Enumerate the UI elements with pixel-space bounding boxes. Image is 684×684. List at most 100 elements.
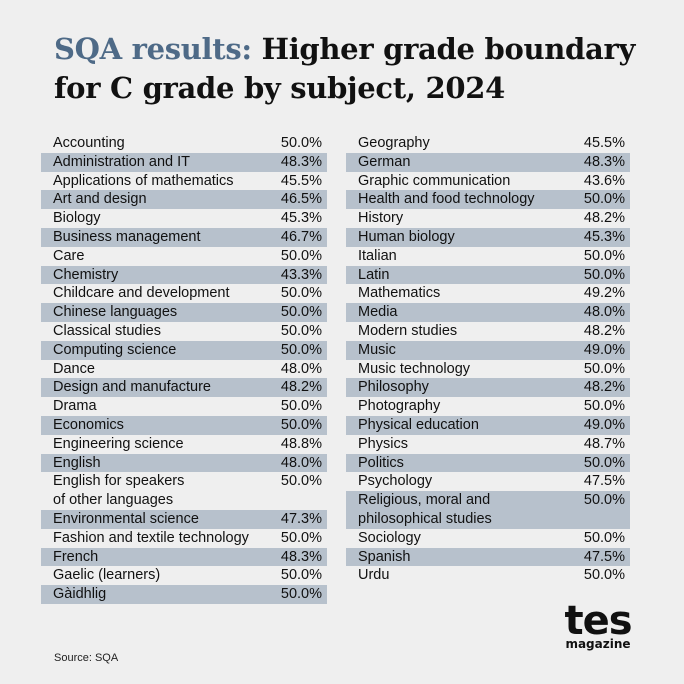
grade-boundary-value: 50.0% xyxy=(280,416,322,433)
subject-name: Physics xyxy=(358,435,408,452)
subject-name: Sociology xyxy=(358,529,421,546)
grade-boundary-value: 50.0% xyxy=(280,567,322,584)
subject-name: Human biology xyxy=(358,228,455,245)
subject-name: Media xyxy=(358,304,398,321)
grade-boundary-value: 47.5% xyxy=(583,548,625,565)
table-row: Classical studies 50.0% xyxy=(41,322,327,341)
table-row: Drama 50.0% xyxy=(41,397,327,416)
grade-boundary-value: 48.7% xyxy=(583,435,625,452)
table-row: Italian 50.0% xyxy=(346,247,630,266)
grade-boundary-value: 49.2% xyxy=(583,285,625,302)
grade-boundary-value: 50.0% xyxy=(280,473,322,490)
grade-boundary-value: 50.0% xyxy=(280,285,322,302)
subject-name: Care xyxy=(53,247,85,264)
subject-name: Religious, moral and philosophical studi… xyxy=(358,492,492,527)
grade-boundary-value: 45.3% xyxy=(280,210,322,227)
subject-name: Engineering science xyxy=(53,435,184,452)
subject-name: Accounting xyxy=(53,135,125,151)
table-row: Latin 50.0% xyxy=(346,265,630,285)
grade-boundary-value: 50.0% xyxy=(280,322,322,339)
subject-name: Design and manufacture xyxy=(53,379,211,396)
subject-name: Art and design xyxy=(53,191,147,208)
subject-name: Health and food technology xyxy=(358,191,535,208)
subject-name: Applications of mathematics xyxy=(53,172,234,189)
table-row: Accounting 50.0% xyxy=(41,134,327,153)
grade-boundary-value: 50.0% xyxy=(583,454,625,471)
table-row: Art and design 46.5% xyxy=(41,190,327,210)
subject-name: Urdu xyxy=(358,567,390,584)
subject-name: Philosophy xyxy=(358,379,429,396)
table-row: Care 50.0% xyxy=(41,247,327,266)
table-row: Politics 50.0% xyxy=(346,453,630,473)
table-row: Media 48.0% xyxy=(346,303,630,322)
grade-boundary-value: 50.0% xyxy=(583,191,625,208)
subject-name: Gàidhlig xyxy=(53,586,107,603)
grade-boundary-value: 48.0% xyxy=(583,304,625,321)
table-row: Philosophy 48.2% xyxy=(346,378,630,398)
grade-boundary-value: 46.5% xyxy=(280,191,322,208)
table-row: English for speakers of other languages 5… xyxy=(41,472,327,510)
subject-name: Politics xyxy=(358,454,404,471)
subject-name: Latin xyxy=(358,266,390,283)
subject-name: Geography xyxy=(358,135,430,151)
source-note: Source: SQA xyxy=(54,652,119,664)
table-row: Fashion and textile technology 50.0% xyxy=(41,529,327,548)
subject-name: Spanish xyxy=(358,548,411,565)
grade-boundary-value: 47.3% xyxy=(280,510,322,527)
subject-name: Psychology xyxy=(358,473,433,490)
table-row: Computing science 50.0% xyxy=(41,340,327,360)
grade-boundary-value: 48.2% xyxy=(583,379,625,396)
logo-subtitle: magazine xyxy=(565,637,631,651)
subject-name: French xyxy=(53,548,99,565)
table-row: English 48.0% xyxy=(41,453,327,473)
table-row: Biology 45.3% xyxy=(41,209,327,228)
grade-boundary-value: 50.0% xyxy=(280,586,322,603)
chart-title: SQA results: Higher grade boundary for C… xyxy=(54,30,654,108)
title-rest: Higher grade boundary for C grade by sub… xyxy=(54,32,636,105)
table-row: Chinese languages 50.0% xyxy=(41,303,327,322)
grade-boundary-value: 48.3% xyxy=(280,153,322,170)
subject-name: Environmental science xyxy=(53,510,199,527)
subject-name: Biology xyxy=(53,210,101,227)
table-row: Spanish 47.5% xyxy=(346,547,630,567)
grade-boundary-value: 50.0% xyxy=(583,247,625,264)
grade-boundary-value: 45.5% xyxy=(280,172,322,189)
table-row: Childcare and development 50.0% xyxy=(41,284,327,303)
grade-boundary-value: 50.0% xyxy=(280,529,322,546)
grade-boundary-value: 50.0% xyxy=(583,567,625,584)
grade-boundary-value: 50.0% xyxy=(583,360,625,377)
table-column-right: Geography 45.5% German 48.3% Graphic communi… xyxy=(346,134,630,585)
grade-boundary-value: 50.0% xyxy=(280,247,322,264)
table-row: Mathematics 49.2% xyxy=(346,284,630,303)
subject-name: Chinese languages xyxy=(53,304,178,321)
grade-boundary-value: 48.3% xyxy=(583,153,625,170)
grade-boundary-value: 43.3% xyxy=(280,266,322,283)
table-row: Physical education 49.0% xyxy=(346,415,630,435)
grade-boundary-value: 50.0% xyxy=(583,266,625,283)
subject-name: Administration and IT xyxy=(53,153,191,170)
grade-boundary-value: 45.3% xyxy=(583,228,625,245)
grade-boundary-value: 49.0% xyxy=(583,341,625,358)
table-row: Urdu 50.0% xyxy=(346,566,630,585)
grade-boundary-value: 50.0% xyxy=(583,398,625,415)
table-row: Economics 50.0% xyxy=(41,415,327,435)
grade-boundary-value: 50.0% xyxy=(280,304,322,321)
grade-boundary-value: 48.2% xyxy=(583,210,625,227)
grade-boundary-value: 50.0% xyxy=(280,398,322,415)
table-row: Gaelic (learners) 50.0% xyxy=(41,566,327,585)
table-row: Design and manufacture 48.2% xyxy=(41,378,327,398)
grade-boundary-value: 49.0% xyxy=(583,416,625,433)
table-row: Applications of mathematics 45.5% xyxy=(41,172,327,191)
table-row: Human biology 45.3% xyxy=(346,227,630,247)
grade-boundary-value: 48.2% xyxy=(583,322,625,339)
subject-name: Fashion and textile technology xyxy=(53,529,249,546)
grade-boundary-value: 46.7% xyxy=(280,228,322,245)
table-row: Modern studies 48.2% xyxy=(346,322,630,341)
subject-name: Drama xyxy=(53,398,97,415)
subject-name: English for speakers of other languages xyxy=(53,473,185,509)
table-row: Sociology 50.0% xyxy=(346,529,630,548)
grade-boundary-value: 50.0% xyxy=(280,135,322,151)
title-accent: SQA results: xyxy=(54,32,252,66)
subject-name: Gaelic (learners) xyxy=(53,567,161,584)
subject-name: Italian xyxy=(358,247,397,264)
